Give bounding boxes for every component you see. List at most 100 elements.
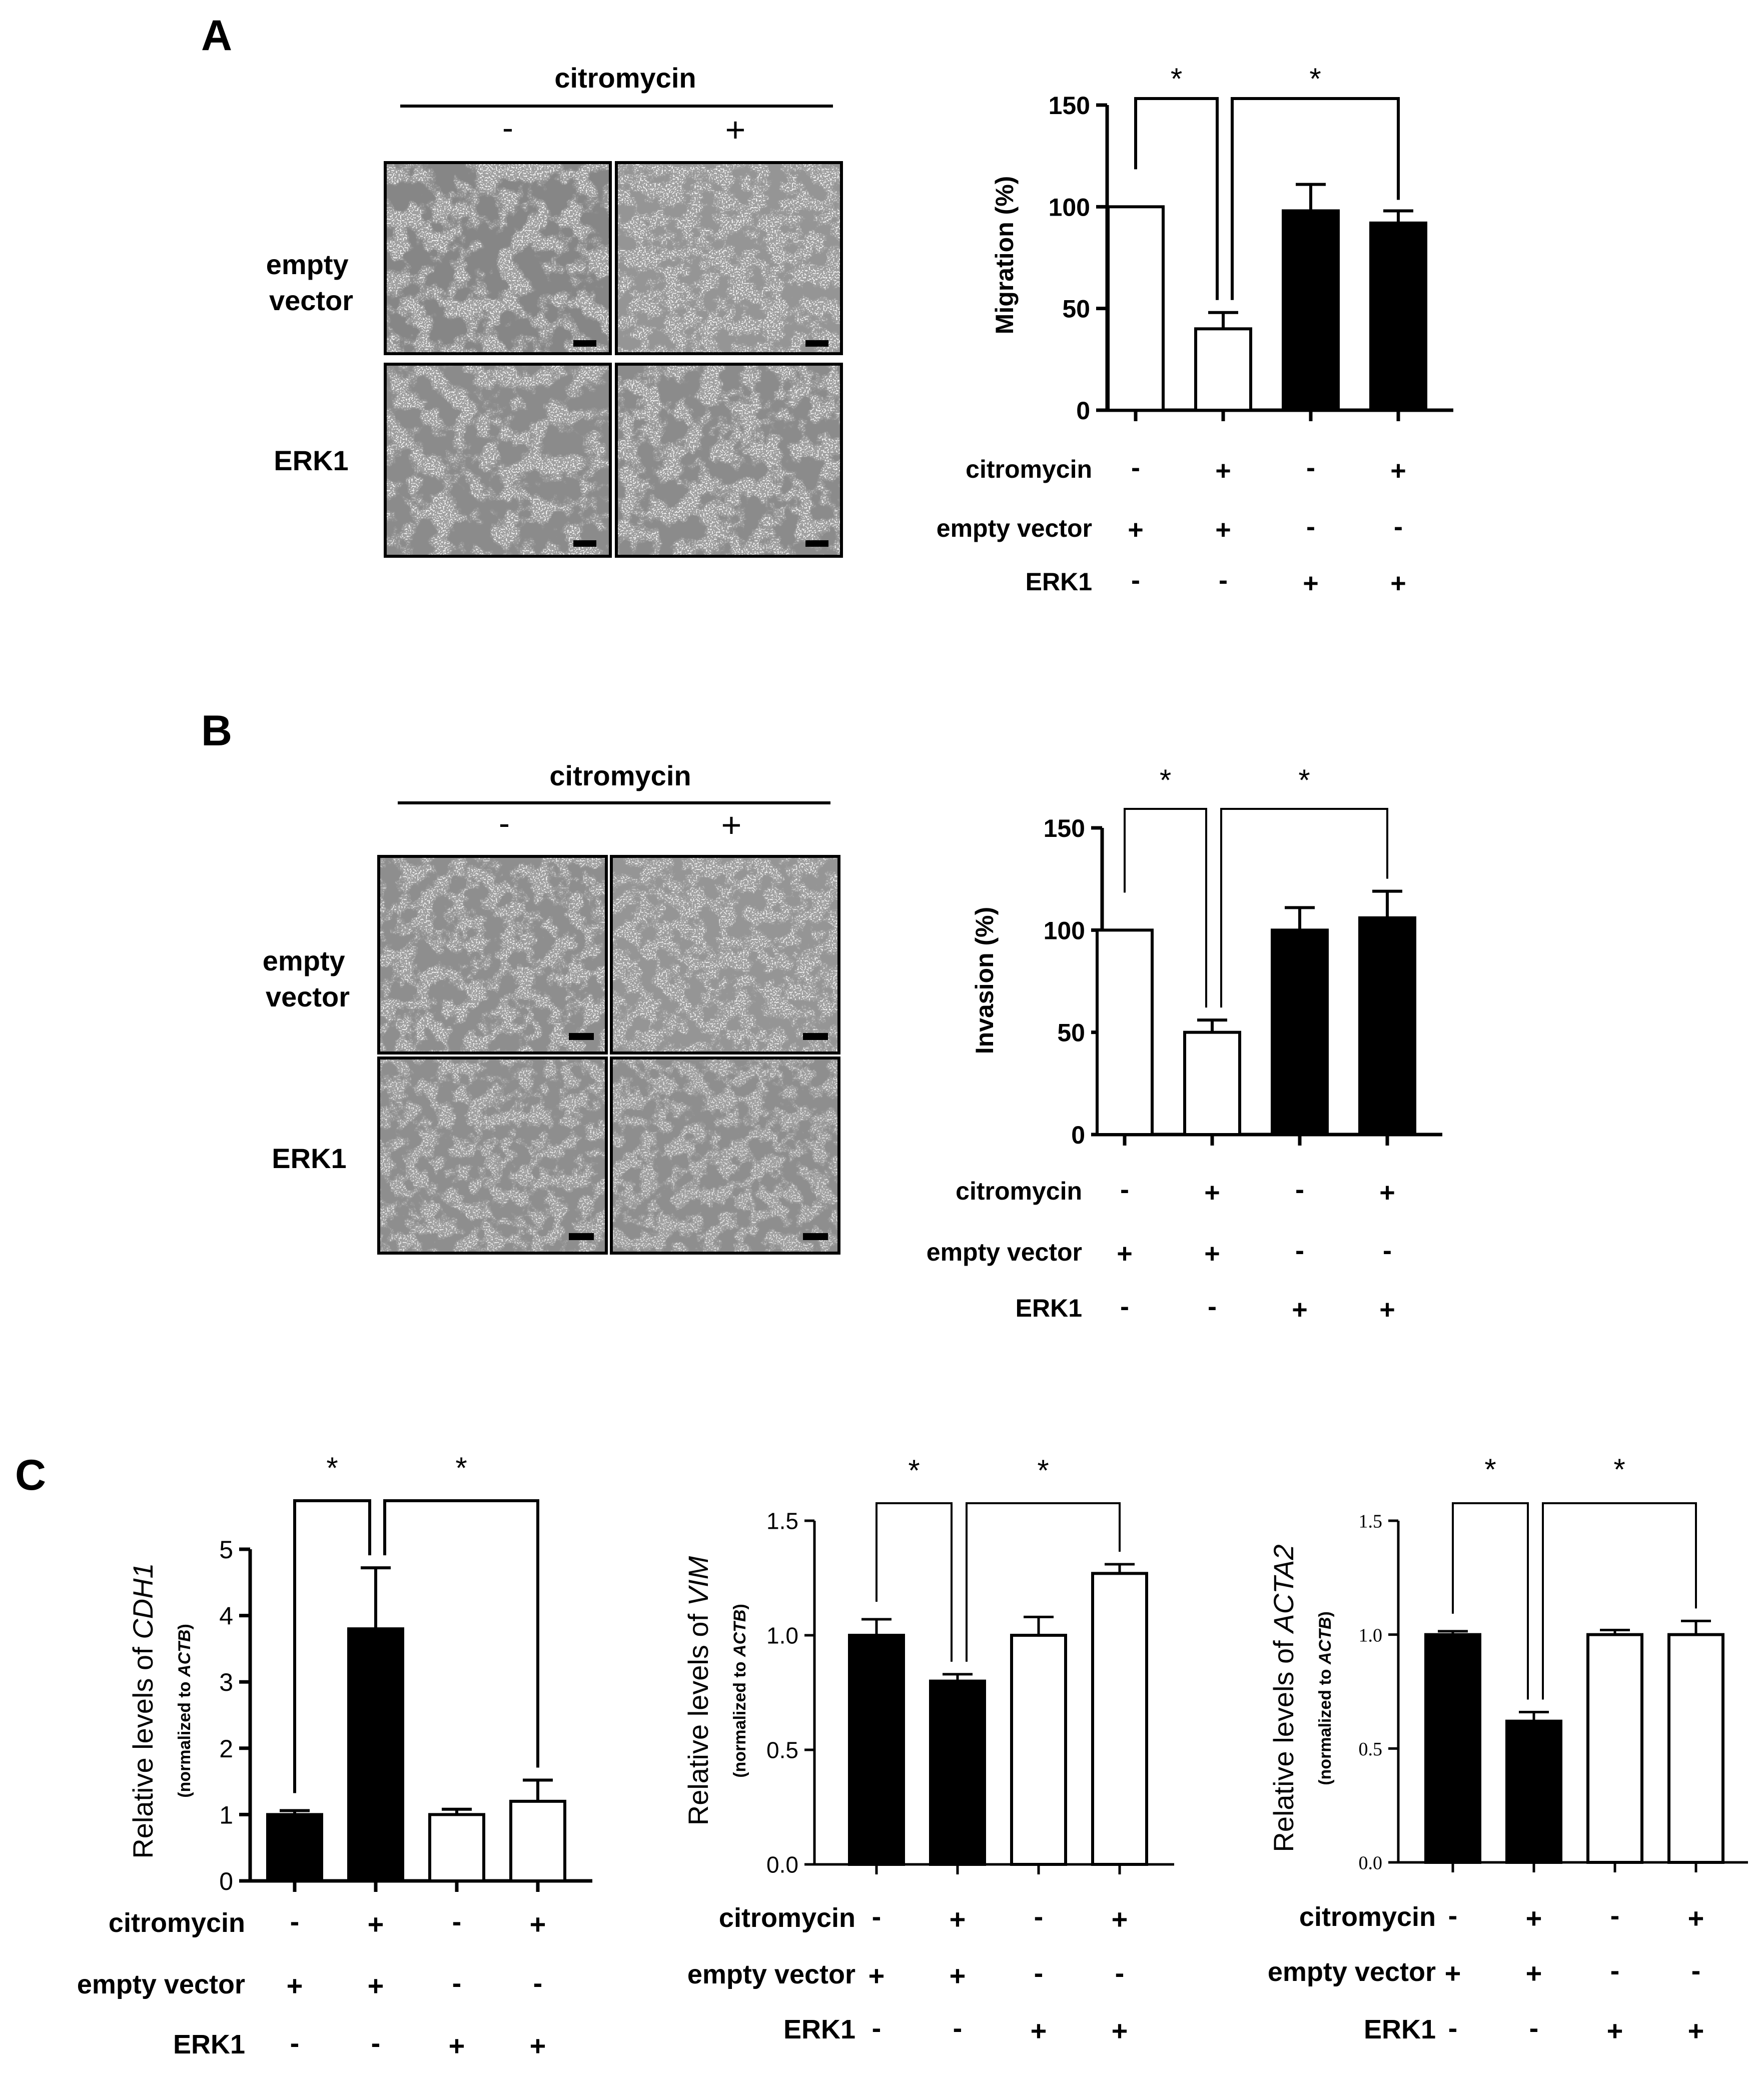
condition-symbol: + — [1526, 1957, 1542, 1989]
y-tick-label: 0.0 — [766, 1852, 798, 1878]
condition-symbol: - — [872, 2012, 881, 2043]
y-axis-label-prefix: Relative levels of — [127, 1639, 159, 1859]
condition-symbol: - — [290, 2027, 300, 2058]
bar — [1358, 916, 1416, 1137]
micrograph-row-label-a-2: ERK1 — [274, 445, 348, 476]
bar — [266, 1813, 323, 1882]
micrograph-image — [615, 363, 843, 558]
significance-bracket — [1231, 97, 1400, 300]
condition-label: citromycin — [1299, 1902, 1436, 1932]
condition-symbol: - — [452, 1967, 462, 1998]
panel-letter-b: B — [201, 707, 232, 755]
bar — [1194, 327, 1252, 412]
bar — [347, 1627, 404, 1883]
condition-symbol: + — [1112, 1903, 1128, 1935]
panel-b: B citromycin - + empty vector ERK1 — [201, 707, 1442, 1325]
micrograph-col-label-a-2: + — [725, 110, 746, 149]
panel-letter-c: C — [15, 1451, 46, 1499]
y-tick-label: 0 — [1076, 397, 1090, 425]
y-axis-sublabel: (normalized to ACTB) — [1316, 1611, 1335, 1785]
significance-bracket — [1134, 97, 1219, 300]
y-tick-label: 100 — [1049, 193, 1090, 221]
bar-chart-c-vim: 0.00.51.01.5* *citromycin - + - +empty vector… — [682, 1454, 1174, 2046]
y-tick-label: 50 — [1057, 1019, 1085, 1047]
condition-symbol: + — [1526, 1902, 1542, 1934]
y-tick-label: 2 — [219, 1735, 233, 1763]
bar — [509, 1799, 566, 1882]
condition-symbol: + — [368, 1908, 384, 1940]
y-tick-label: 1 — [219, 1801, 233, 1829]
condition-symbol: - — [1131, 565, 1140, 595]
condition-symbol: - — [290, 1905, 300, 1937]
y-axis-sublabel-gene: ACTB — [175, 1630, 194, 1677]
condition-label: ERK1 — [783, 2014, 855, 2044]
significance-bracket — [293, 1499, 371, 1793]
bar — [1424, 1633, 1481, 1864]
y-axis-sublabel-prefix: (normalized to — [175, 1677, 194, 1798]
y-tick-label: 1.0 — [766, 1623, 798, 1649]
y-tick-label: 4 — [219, 1602, 233, 1630]
bar — [1183, 1030, 1241, 1137]
significance-bracket — [1542, 1502, 1697, 1700]
micrograph-col-label-b-2: + — [721, 805, 742, 844]
condition-symbol: - — [1383, 1236, 1392, 1266]
y-tick-label: 150 — [1049, 92, 1090, 120]
y-axis-label: Migration (%) — [991, 176, 1019, 335]
micrograph-grid-a: citromycin - + empty vector ERK1 — [266, 62, 843, 558]
y-axis-label-gene: VIM — [682, 1556, 714, 1606]
y-tick-label: 0.5 — [766, 1737, 798, 1763]
condition-label: empty vector — [927, 1238, 1082, 1266]
condition-label: ERK1 — [1026, 568, 1092, 596]
significance-bracket — [1220, 808, 1388, 1008]
y-tick-label: 0.5 — [1359, 1739, 1383, 1760]
y-axis-sublabel-prefix: (normalized to — [1316, 1664, 1335, 1785]
y-axis-label: Relative levels of ACTA2 — [1268, 1544, 1299, 1852]
micrograph-image — [384, 363, 612, 558]
condition-symbol: - — [1219, 565, 1228, 595]
y-axis-sublabel-suffix: ) — [730, 1604, 749, 1609]
y-tick-label: 100 — [1044, 916, 1085, 944]
y-axis-sublabel-gene: ACTB — [730, 1610, 749, 1657]
micrograph-image — [377, 855, 608, 1055]
condition-symbol: - — [1306, 453, 1315, 483]
condition-symbol: - — [1691, 1954, 1701, 1986]
condition-symbol: - — [371, 2027, 381, 2058]
condition-symbol: + — [1303, 568, 1319, 598]
condition-label: ERK1 — [1016, 1294, 1082, 1322]
bar — [848, 1634, 905, 1866]
y-tick-label: 5 — [219, 1536, 233, 1564]
y-axis-sublabel: (normalized to ACTB) — [175, 1624, 194, 1798]
bar — [1010, 1634, 1067, 1866]
significance-bracket — [1124, 808, 1207, 1008]
y-tick-label: 150 — [1044, 814, 1085, 842]
y-axis-sublabel-prefix: (normalized to — [730, 1657, 749, 1778]
condition-symbol: + — [950, 1960, 966, 1991]
bar — [1091, 1572, 1148, 1866]
micrograph-col-label-a-1: - — [502, 109, 513, 146]
condition-symbol: + — [368, 1970, 384, 2001]
condition-symbol: + — [1031, 2015, 1047, 2046]
condition-symbol: + — [1688, 1902, 1704, 1934]
condition-symbol: + — [1390, 568, 1406, 598]
condition-label: citromycin — [719, 1903, 855, 1933]
significance-bracket — [966, 1502, 1121, 1662]
y-axis-label-prefix: Relative levels of — [1268, 1633, 1299, 1852]
significance-star: * — [1160, 763, 1171, 797]
condition-symbol: + — [1390, 456, 1406, 486]
condition-symbol: + — [1128, 515, 1144, 545]
condition-symbol: - — [1295, 1236, 1304, 1266]
condition-symbol: + — [950, 1903, 966, 1935]
y-tick-label: 3 — [219, 1668, 233, 1696]
y-tick-label: 1.5 — [766, 1508, 798, 1534]
bar — [1282, 209, 1340, 412]
micrograph-header-b: citromycin — [549, 760, 691, 791]
micrograph-image — [610, 1057, 840, 1255]
scale-bar — [803, 1033, 828, 1040]
condition-label: citromycin — [956, 1177, 1082, 1205]
micrograph-header-a: citromycin — [554, 62, 696, 94]
condition-symbol: + — [1688, 2015, 1704, 2046]
condition-symbol: - — [1120, 1175, 1129, 1205]
significance-star: * — [1309, 62, 1321, 96]
condition-symbol: + — [1204, 1239, 1220, 1269]
micrograph-grid-b: citromycin - + empty vector ERK1 — [263, 760, 840, 1255]
